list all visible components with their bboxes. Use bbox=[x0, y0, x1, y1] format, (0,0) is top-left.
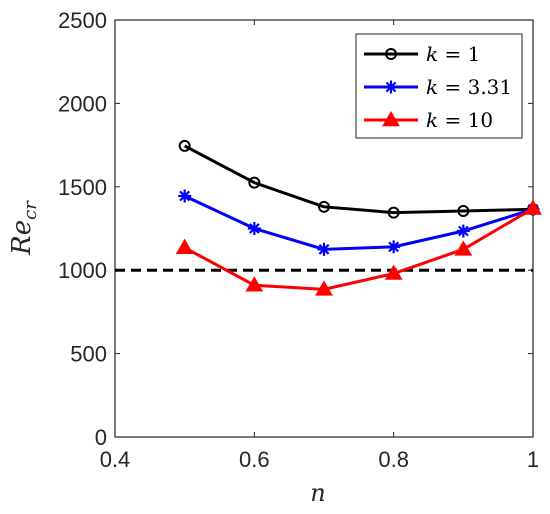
y-axis-label-subscript: cr bbox=[20, 200, 41, 220]
legend-item: k = 10 bbox=[364, 108, 493, 132]
x-tick-label: 0.6 bbox=[239, 447, 270, 472]
series-layer bbox=[115, 139, 542, 296]
axes-frame bbox=[114, 19, 534, 438]
x-tick-label: 0.4 bbox=[100, 447, 131, 472]
legend-item: k = 1 bbox=[364, 42, 480, 66]
data-point bbox=[317, 242, 331, 256]
legend-label-symbol: k bbox=[426, 75, 438, 99]
legend-marker bbox=[384, 80, 398, 94]
series-line bbox=[183, 207, 534, 291]
data-point bbox=[315, 280, 333, 296]
legend-label-value: = 10 bbox=[438, 108, 493, 132]
marker-stroke bbox=[248, 223, 260, 234]
data-point bbox=[387, 240, 401, 254]
legend-item: k = 3.31 bbox=[364, 75, 512, 99]
legend-label-symbol: k bbox=[426, 42, 438, 66]
y-tick-label: 1500 bbox=[58, 175, 107, 200]
data-point bbox=[384, 264, 403, 280]
legend-marker bbox=[385, 48, 397, 60]
legend-label-value: = 1 bbox=[438, 42, 480, 66]
y-tick-label: 2500 bbox=[58, 8, 107, 33]
legend-label: k = 3.31 bbox=[426, 75, 512, 99]
marker-stroke bbox=[388, 241, 400, 253]
series-3 bbox=[175, 199, 542, 296]
data-point bbox=[387, 206, 400, 219]
legend-label-value: = 3.31 bbox=[438, 75, 512, 99]
legend-label: k = 1 bbox=[426, 42, 480, 66]
marker-stroke bbox=[179, 190, 191, 202]
data-point bbox=[457, 204, 470, 217]
data-point bbox=[454, 240, 473, 256]
y-tick-label: 2000 bbox=[58, 91, 107, 116]
series-line bbox=[183, 144, 534, 215]
y-axis-ticks: 0 500 1000 1500 2000 2500 bbox=[58, 8, 533, 450]
marker-stroke bbox=[457, 225, 469, 237]
data-point bbox=[247, 222, 261, 235]
y-axis-label-base: Re bbox=[7, 220, 37, 256]
series-line bbox=[184, 194, 534, 251]
x-tick-label: 1 bbox=[527, 447, 539, 472]
data-point bbox=[245, 276, 264, 292]
x-axis-label: n bbox=[310, 479, 325, 507]
data-point bbox=[318, 200, 330, 213]
data-point bbox=[178, 189, 192, 203]
axes bbox=[114, 19, 534, 438]
y-tick-label: 1000 bbox=[58, 258, 107, 283]
data-point bbox=[248, 176, 261, 189]
svg-text:Recr: Recr bbox=[7, 200, 41, 256]
marker-stroke bbox=[318, 243, 330, 255]
legend: k = 1k = 3.31k = 10 bbox=[355, 33, 523, 139]
y-tick-label: 500 bbox=[70, 342, 107, 367]
legend-marker bbox=[382, 111, 400, 127]
data-point bbox=[178, 139, 191, 152]
data-point bbox=[456, 224, 470, 238]
x-axis-ticks: 0.4 0.6 0.8 1 bbox=[100, 20, 539, 472]
marker-stroke bbox=[385, 81, 397, 93]
y-tick-label: 0 bbox=[95, 425, 107, 450]
y-axis-label: Recr bbox=[7, 200, 41, 256]
x-tick-label: 0.8 bbox=[378, 447, 409, 472]
legend-label-symbol: k bbox=[426, 108, 438, 132]
data-point bbox=[175, 238, 194, 254]
legend-label: k = 10 bbox=[426, 108, 493, 132]
data-point bbox=[524, 199, 542, 215]
